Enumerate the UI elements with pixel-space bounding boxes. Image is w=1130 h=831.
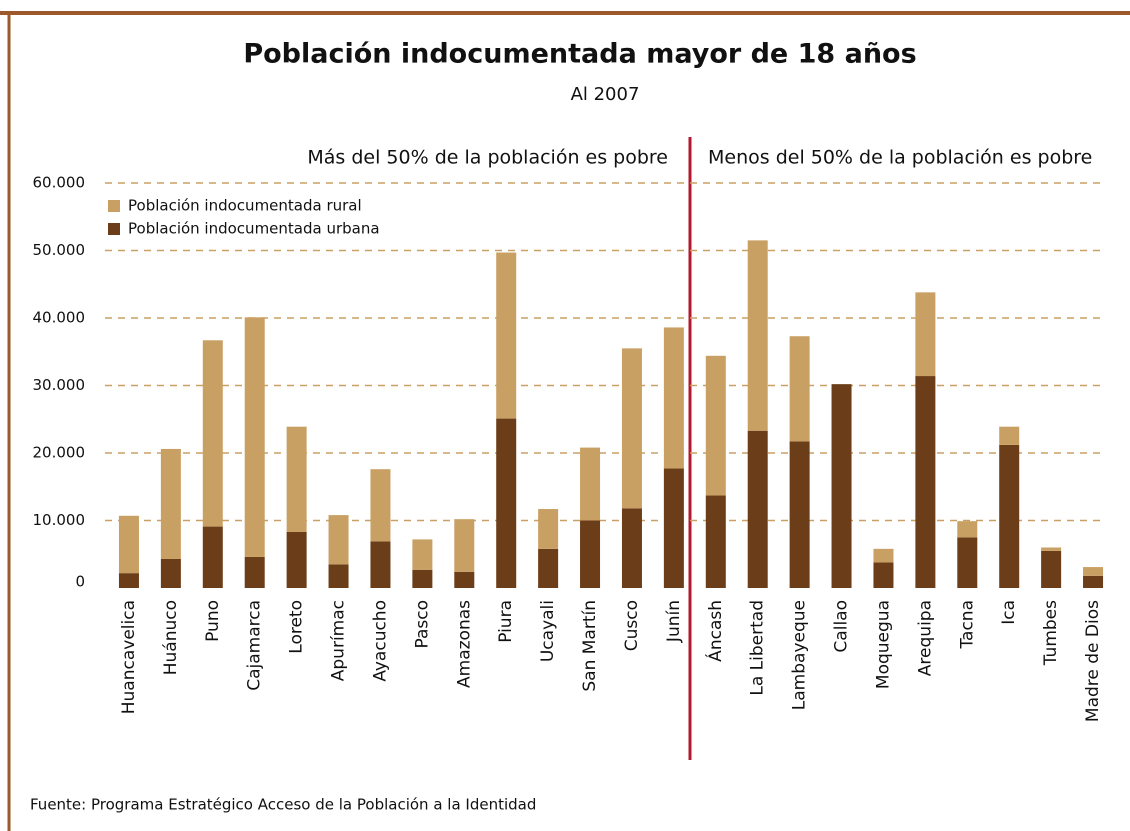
x-tick-label: Piura bbox=[496, 600, 516, 643]
bar-segment bbox=[1083, 567, 1104, 576]
y-tick-label: 50.000 bbox=[33, 241, 86, 259]
bar-segment bbox=[202, 526, 223, 588]
bar-segment bbox=[663, 468, 684, 588]
bar-segment bbox=[496, 418, 517, 588]
x-tick-label: Madre de Dios bbox=[1083, 600, 1103, 722]
y-tick-label: 30.000 bbox=[33, 376, 86, 394]
bar-segment bbox=[454, 519, 475, 572]
y-tick-label: 40.000 bbox=[33, 309, 86, 327]
bar-segment bbox=[244, 556, 265, 588]
section-label: Más del 50% de la población es pobre bbox=[307, 147, 668, 169]
bar-segment bbox=[789, 441, 810, 588]
bar-segment bbox=[538, 548, 559, 588]
bar-segment bbox=[747, 430, 768, 588]
bar-segment bbox=[118, 573, 139, 588]
y-tick-label: 0 bbox=[75, 573, 85, 591]
bar-segment bbox=[370, 469, 391, 542]
bar-segment bbox=[915, 292, 936, 377]
x-tick-label: Junín bbox=[664, 600, 684, 643]
legend-label: Población indocumentada rural bbox=[128, 197, 362, 215]
bar-segment bbox=[370, 541, 391, 588]
x-tick-label: Amazonas bbox=[454, 600, 474, 688]
bar-segment bbox=[957, 537, 978, 588]
x-tick-label: Ica bbox=[999, 600, 1019, 625]
bar-segment bbox=[705, 495, 726, 588]
source-note: Fuente: Programa Estratégico Acceso de l… bbox=[30, 796, 536, 814]
bar-segment bbox=[580, 447, 601, 521]
x-tick-label: Apurímac bbox=[329, 600, 349, 681]
x-tick-label: Lambayeque bbox=[790, 600, 810, 710]
bar-segment bbox=[202, 340, 223, 527]
bar-segment bbox=[1041, 550, 1062, 588]
bar-segment bbox=[328, 564, 349, 588]
x-tick-label: Moquegua bbox=[873, 600, 893, 689]
bar-segment bbox=[244, 317, 265, 557]
bar-segment bbox=[328, 515, 349, 565]
bar-segment bbox=[873, 562, 894, 588]
bar-segment bbox=[412, 569, 433, 588]
x-tick-label: Tumbes bbox=[1041, 600, 1061, 666]
chart-subtitle: Al 2007 bbox=[571, 84, 640, 105]
bar-segment bbox=[1041, 547, 1062, 551]
bar-segment bbox=[286, 426, 307, 532]
legend-swatch bbox=[108, 200, 120, 212]
bar-segment bbox=[621, 348, 642, 509]
bar-segment bbox=[580, 520, 601, 588]
bar-segment bbox=[1083, 575, 1104, 588]
x-tick-label: Puno bbox=[203, 600, 223, 642]
bar-segment bbox=[286, 531, 307, 588]
section-label: Menos del 50% de la población es pobre bbox=[708, 147, 1092, 169]
x-tick-label: Huánuco bbox=[161, 600, 181, 675]
x-tick-label: Ayacucho bbox=[370, 600, 390, 682]
bar-segment bbox=[412, 539, 433, 570]
x-tick-label: Tacna bbox=[957, 600, 977, 650]
y-tick-label: 60.000 bbox=[33, 174, 86, 192]
x-tick-label: Callao bbox=[832, 600, 852, 653]
bar-segment bbox=[999, 444, 1020, 588]
chart-title: Población indocumentada mayor de 18 años bbox=[243, 39, 916, 70]
bar-segment bbox=[538, 509, 559, 549]
x-tick-label: Huancavelica bbox=[119, 600, 139, 714]
bar-segment bbox=[999, 426, 1020, 445]
x-tick-label: Cajamarca bbox=[245, 600, 265, 691]
legend-swatch bbox=[108, 223, 120, 235]
bar-segment bbox=[160, 558, 181, 588]
y-tick-label: 20.000 bbox=[33, 444, 86, 462]
bar-segment bbox=[118, 515, 139, 574]
bar-segment bbox=[789, 336, 810, 442]
bar-segment bbox=[621, 508, 642, 588]
bar-segment bbox=[496, 252, 517, 419]
bar-segment bbox=[873, 548, 894, 563]
bar-segment bbox=[957, 521, 978, 538]
bar-segment bbox=[160, 448, 181, 559]
bar-segment bbox=[663, 327, 684, 469]
y-tick-label: 10.000 bbox=[33, 511, 86, 529]
x-tick-label: Ucayali bbox=[538, 600, 558, 662]
x-tick-label: San Martín bbox=[580, 600, 600, 692]
bar-segment bbox=[747, 240, 768, 431]
legend-label: Población indocumentada urbana bbox=[128, 220, 380, 238]
x-tick-label: Cusco bbox=[622, 600, 642, 651]
bar-segment bbox=[705, 355, 726, 496]
x-tick-label: Loreto bbox=[287, 600, 307, 654]
x-tick-label: Pasco bbox=[412, 600, 432, 649]
bar-segment bbox=[915, 376, 936, 588]
x-tick-label: La Libertad bbox=[748, 600, 768, 696]
bar-segment bbox=[831, 384, 852, 588]
x-tick-label: Arequipa bbox=[915, 600, 935, 676]
bar-segment bbox=[454, 571, 475, 588]
x-tick-label: Áncash bbox=[704, 600, 726, 662]
